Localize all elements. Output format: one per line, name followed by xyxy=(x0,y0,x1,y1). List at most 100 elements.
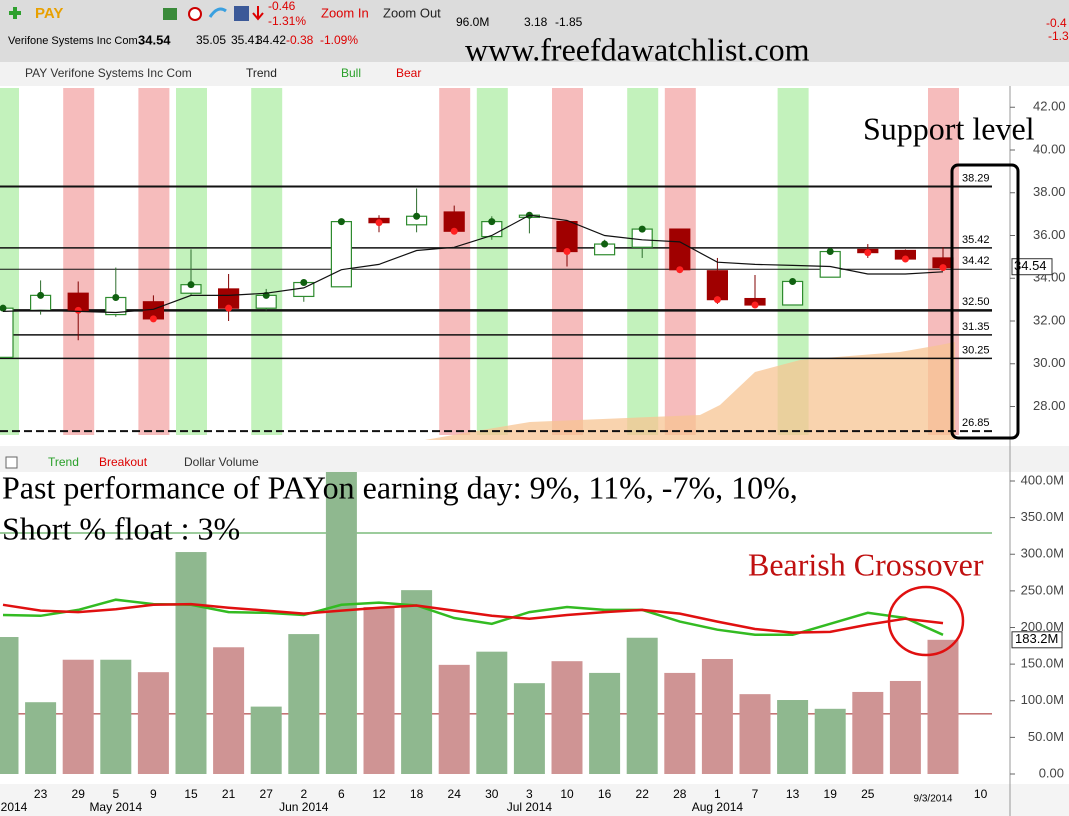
close-dot xyxy=(74,306,82,314)
x-tick-label: 21 xyxy=(222,787,236,801)
stat: -1.85 xyxy=(555,15,583,29)
net: -0.38 xyxy=(286,33,314,47)
icon[interactable] xyxy=(234,6,249,21)
trend-line xyxy=(2,214,944,314)
y-tick-label: 150.0M xyxy=(1021,656,1064,671)
x-tick-label: 19 xyxy=(824,787,838,801)
indicator-line xyxy=(2,602,944,634)
close-dot xyxy=(713,296,721,304)
candles xyxy=(0,188,954,358)
zoom-in[interactable]: Zoom In xyxy=(321,5,369,20)
x-tick-label: 15 xyxy=(184,787,198,801)
annotation: Short % float : 3% xyxy=(2,510,240,546)
y-tick-label: 28.00 xyxy=(1033,398,1066,413)
volume-bar xyxy=(777,700,809,774)
y-tick-label: 250.0M xyxy=(1021,582,1064,597)
legend-item[interactable]: Bear xyxy=(396,66,421,80)
y-tick-label: 38.00 xyxy=(1033,184,1066,199)
volume-bar xyxy=(513,683,545,774)
volume-bar xyxy=(0,637,19,774)
month-label: May 2014 xyxy=(89,800,142,814)
volume xyxy=(0,472,992,774)
candle-body xyxy=(330,221,352,288)
close-dot xyxy=(0,304,7,312)
x-tick-label: 27 xyxy=(260,787,274,801)
date-axis-bg xyxy=(0,784,1069,816)
volume-bar xyxy=(137,672,169,774)
close-dot xyxy=(789,277,797,285)
month-label: 2014 xyxy=(1,800,28,814)
volume-bar xyxy=(626,637,658,774)
volume-bar xyxy=(100,659,132,774)
bear-band xyxy=(138,88,170,435)
annotation: Bearish Crossover xyxy=(748,546,984,582)
legend-item[interactable]: Breakout xyxy=(99,455,148,469)
candle-body xyxy=(781,280,804,306)
close-dot xyxy=(601,240,609,248)
close-dot xyxy=(751,301,759,309)
legend-item[interactable]: Trend xyxy=(246,66,277,80)
icon[interactable] xyxy=(163,8,177,20)
close-dot xyxy=(826,248,834,256)
volume: 96.0M xyxy=(456,15,489,29)
icon[interactable] xyxy=(208,7,227,18)
level-label: 31.35 xyxy=(962,321,990,333)
y-tick-label: 32.00 xyxy=(1033,312,1066,327)
icon[interactable] xyxy=(188,7,202,21)
x-tick-label: 3 xyxy=(526,787,533,801)
x-tick-label: 28 xyxy=(673,787,687,801)
close-dot xyxy=(337,218,345,226)
bull-band xyxy=(627,88,659,435)
last-value-box xyxy=(1011,631,1063,649)
last: 34.54 xyxy=(138,32,171,47)
x-tick-label: 9/3/2014 xyxy=(914,794,953,805)
close-dot xyxy=(864,249,872,257)
close-dot xyxy=(225,304,233,312)
close-dot xyxy=(300,279,308,287)
crossover-circle xyxy=(887,585,965,657)
volume-bar xyxy=(551,661,583,774)
support-box xyxy=(950,163,1020,440)
y-tick-label: 50.0M xyxy=(1028,729,1064,744)
toolbar-title[interactable]: PAY Verifone Systems Inc Com xyxy=(25,66,192,80)
close-dot xyxy=(939,264,947,272)
net-pct: -1.09% xyxy=(320,33,358,47)
chart-layer: 28.0030.0032.0034.0036.0038.0040.0042.00… xyxy=(0,99,1066,814)
x-tick-label: 29 xyxy=(72,787,86,801)
legend-item[interactable]: Dollar Volume xyxy=(184,455,259,469)
y-tick-label: 300.0M xyxy=(1021,546,1064,561)
volume-bar xyxy=(363,606,395,774)
low: 34.42 xyxy=(256,33,286,47)
close-dot xyxy=(563,248,571,256)
orange-area xyxy=(425,342,955,440)
close-dot xyxy=(375,219,383,227)
close-dot xyxy=(488,218,496,226)
close-dot xyxy=(901,255,909,263)
close-dot xyxy=(638,225,646,233)
volume-bar xyxy=(476,651,508,774)
volume-bar xyxy=(438,664,470,774)
x-tick-label: 23 xyxy=(34,787,48,801)
y-tick-label: 36.00 xyxy=(1033,227,1066,242)
legend-item[interactable]: Bull xyxy=(341,66,361,80)
close-dot xyxy=(37,291,45,299)
toolbar-bg xyxy=(0,62,1069,86)
volume-bar xyxy=(814,708,846,774)
legend-item[interactable]: Trend xyxy=(48,455,79,469)
x-tick-label: 22 xyxy=(636,787,650,801)
close-dot xyxy=(149,315,157,323)
close-button[interactable] xyxy=(5,456,18,469)
add-icon[interactable] xyxy=(9,7,21,19)
x-tick-label: 9 xyxy=(150,787,157,801)
close-dot xyxy=(413,212,421,220)
high: 35.41 xyxy=(231,33,261,47)
bull-band xyxy=(0,88,19,435)
company: Verifone Systems Inc Com xyxy=(8,35,138,47)
volume-bar xyxy=(401,590,433,774)
level-label: 26.85 xyxy=(962,417,990,429)
volume-bar xyxy=(288,634,320,774)
change: -0.46 xyxy=(268,0,296,13)
zoom-out[interactable]: Zoom Out xyxy=(383,5,441,20)
close-dot xyxy=(676,266,684,274)
